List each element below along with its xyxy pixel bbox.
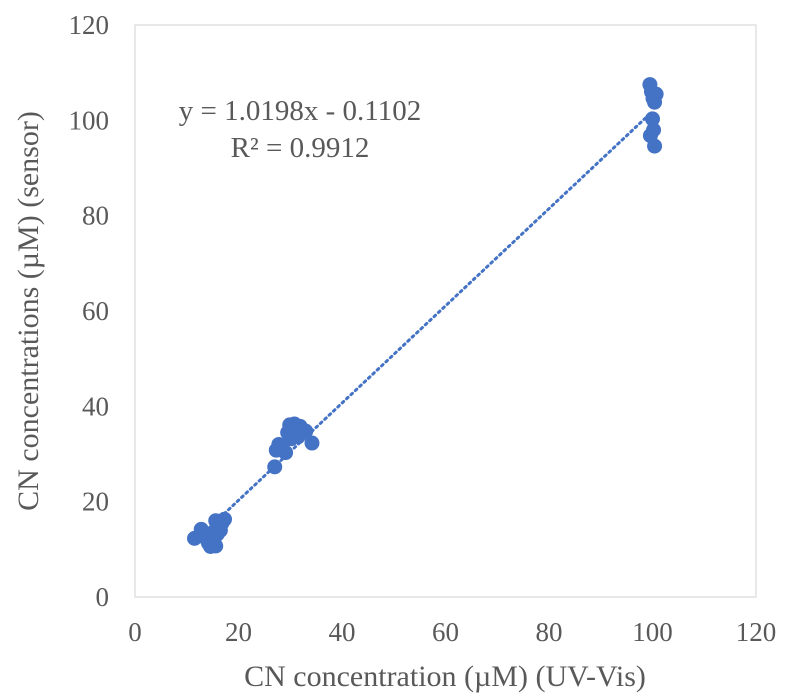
y-tick-label: 120: [69, 10, 110, 40]
y-tick-label: 80: [82, 201, 109, 231]
y-tick-label: 100: [69, 105, 110, 135]
data-point: [267, 459, 283, 475]
x-tick-label: 20: [225, 617, 252, 647]
x-axis-ticks: 0 20 40 60 80 100 120: [128, 617, 776, 647]
y-axis-title: CN concentrations (µM) (sensor): [12, 111, 45, 511]
data-point: [199, 527, 215, 543]
data-point: [648, 86, 664, 102]
x-tick-label: 120: [736, 617, 777, 647]
x-tick-label: 60: [432, 617, 459, 647]
x-tick-label: 100: [632, 617, 673, 647]
x-tick-label: 80: [536, 617, 563, 647]
y-tick-label: 0: [96, 582, 110, 612]
y-tick-label: 60: [82, 296, 109, 326]
y-axis-ticks: 0 20 40 60 80 100 120: [69, 10, 110, 612]
x-tick-label: 40: [329, 617, 356, 647]
data-points: [187, 77, 664, 554]
y-tick-label: 40: [82, 391, 109, 421]
data-point: [217, 511, 233, 527]
data-point: [645, 111, 660, 127]
data-point: [304, 435, 320, 451]
trendline-equation: y = 1.0198x - 0.1102: [179, 95, 421, 127]
y-tick-label: 20: [82, 487, 109, 517]
r-squared-label: R² = 0.9912: [231, 132, 370, 164]
x-axis-title: CN concentration (µM) (UV-Vis): [244, 660, 646, 693]
data-point: [647, 138, 663, 154]
data-point: [278, 445, 294, 461]
x-tick-label: 0: [128, 617, 142, 647]
data-point: [298, 423, 314, 439]
data-point: [208, 538, 224, 554]
